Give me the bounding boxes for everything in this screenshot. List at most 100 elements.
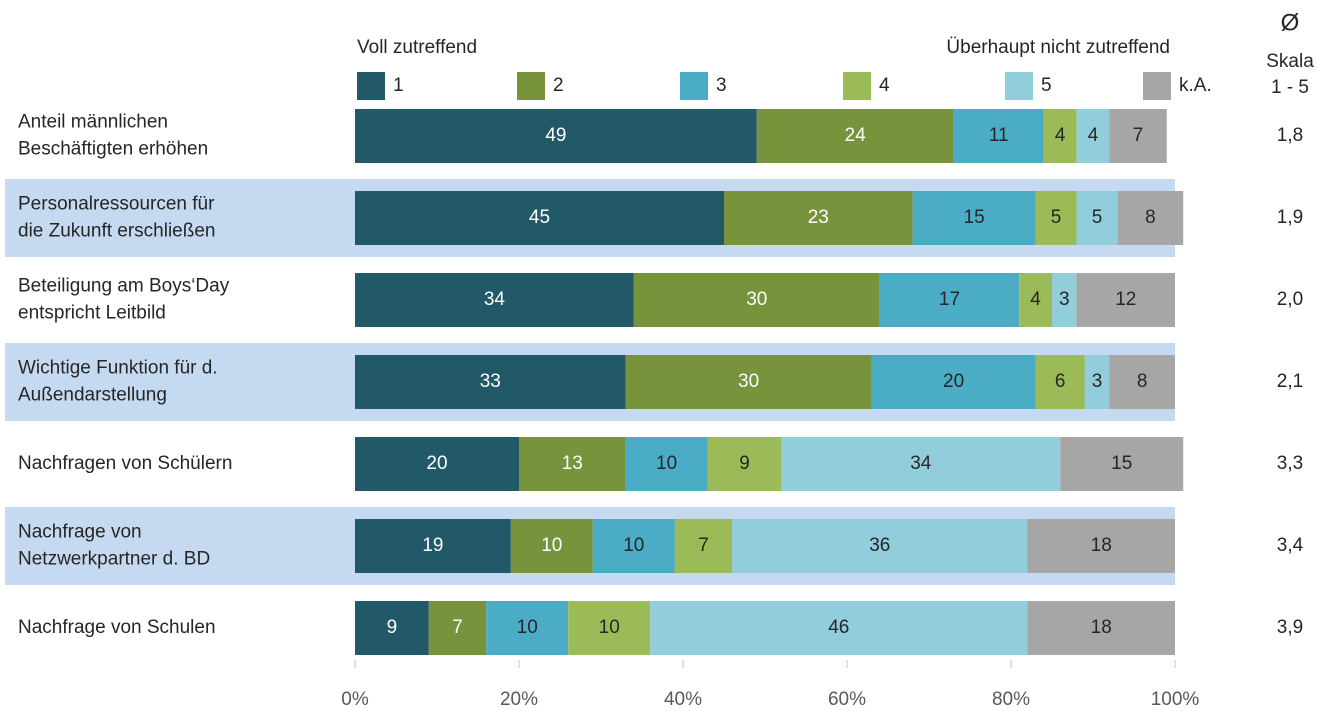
bar-segment [879, 273, 1020, 327]
data-label: 19 [422, 535, 443, 556]
data-label: 3 [1059, 289, 1070, 310]
data-label: 9 [739, 453, 750, 474]
bar-segment [724, 191, 913, 245]
data-label: 11 [989, 125, 1009, 146]
legend-left-title: Voll zutreffend [357, 37, 477, 58]
category-label: Personalressourcen für [18, 194, 215, 215]
category-label: Netzwerkpartner d. BD [18, 549, 210, 570]
bar-segment [871, 355, 1036, 409]
data-label: 5 [1092, 207, 1103, 228]
x-tick-label: 80% [992, 689, 1030, 710]
data-label: 3 [1092, 371, 1103, 392]
category-label: Wichtige Funktion für d. [18, 358, 218, 379]
bar-segment [355, 273, 634, 327]
x-tick-label: 100% [1151, 689, 1200, 710]
avg-header: 1 - 5 [1271, 77, 1309, 98]
data-label: 4 [1030, 289, 1041, 310]
bar-segment [756, 109, 954, 163]
bar-segment [1027, 519, 1175, 573]
data-label: 30 [738, 371, 759, 392]
bar-segment [355, 519, 511, 573]
bar-segment [953, 109, 1044, 163]
x-tick-label: 20% [500, 689, 538, 710]
bar-segment [1060, 437, 1184, 491]
data-label: 34 [484, 289, 506, 310]
category-label: Anteil männlichen [18, 112, 168, 133]
bar-segment [732, 519, 1028, 573]
legend-label: 3 [716, 75, 727, 96]
legend-right-title: Überhaupt nicht zutreffend [946, 37, 1170, 58]
legend-swatch [1005, 72, 1033, 100]
legend-swatch [517, 72, 545, 100]
avg-symbol: Ø [1281, 9, 1300, 36]
x-tick-label: 40% [664, 689, 702, 710]
data-label: 18 [1091, 617, 1112, 638]
bar-segment [1076, 109, 1110, 163]
data-label: 20 [943, 371, 964, 392]
data-label: 33 [480, 371, 501, 392]
bar-segment [510, 519, 593, 573]
bar-segment [1035, 191, 1077, 245]
average-value: 1,9 [1277, 207, 1303, 228]
data-label: 10 [656, 453, 677, 474]
data-label: 10 [623, 535, 644, 556]
data-label: 5 [1051, 207, 1062, 228]
data-label: 7 [698, 535, 709, 556]
bar-segment [1052, 273, 1077, 327]
bar-segment [486, 601, 569, 655]
data-label: 24 [845, 125, 867, 146]
legend-label: 2 [553, 75, 564, 96]
bar-segment [1076, 191, 1118, 245]
data-label: 36 [869, 535, 890, 556]
legend-swatch [680, 72, 708, 100]
data-label: 8 [1137, 371, 1148, 392]
avg-header: Skala [1266, 51, 1314, 72]
bar-segment [912, 191, 1036, 245]
data-label: 15 [1111, 453, 1132, 474]
category-label: Nachfragen von Schülern [18, 453, 232, 474]
bar-segment [1019, 273, 1052, 327]
data-label: 4 [1088, 125, 1099, 146]
bar-segment [781, 437, 1061, 491]
data-label: 45 [529, 207, 550, 228]
bar-segment [650, 601, 1028, 655]
bar-segment [1027, 601, 1175, 655]
average-value: 2,0 [1277, 289, 1303, 310]
bar-segment [1084, 355, 1110, 409]
data-label: 20 [426, 453, 447, 474]
bar-segment [1117, 191, 1184, 245]
average-value: 3,9 [1277, 617, 1303, 638]
bar-segment [625, 355, 872, 409]
bar-segment [707, 437, 782, 491]
data-label: 17 [939, 289, 960, 310]
legend-swatch [357, 72, 385, 100]
bar-segment [674, 519, 733, 573]
bar-segment [355, 191, 724, 245]
data-label: 4 [1055, 125, 1066, 146]
bar-segment [568, 601, 651, 655]
bar-segment [1076, 273, 1175, 327]
data-label: 13 [562, 453, 583, 474]
legend-swatch [1143, 72, 1171, 100]
data-label: 15 [964, 207, 985, 228]
data-label: 12 [1115, 289, 1136, 310]
bar-segment [355, 437, 519, 491]
category-label: Außendarstellung [18, 385, 167, 406]
category-label: Nachfrage von Schulen [18, 617, 216, 638]
category-label: die Zukunft erschließen [18, 221, 216, 242]
bar-segment [625, 437, 708, 491]
average-value: 2,1 [1277, 371, 1303, 392]
data-label: 18 [1091, 535, 1112, 556]
data-label: 8 [1145, 207, 1156, 228]
data-label: 23 [808, 207, 829, 228]
bar-segment [428, 601, 487, 655]
x-tick-label: 60% [828, 689, 866, 710]
legend-swatch [843, 72, 871, 100]
bar-segment [355, 109, 757, 163]
legend-label: 1 [393, 75, 404, 96]
bar-segment [519, 437, 626, 491]
legend-label: 5 [1041, 75, 1052, 96]
data-label: 46 [828, 617, 849, 638]
data-label: 10 [541, 535, 562, 556]
data-label: 9 [387, 617, 398, 638]
